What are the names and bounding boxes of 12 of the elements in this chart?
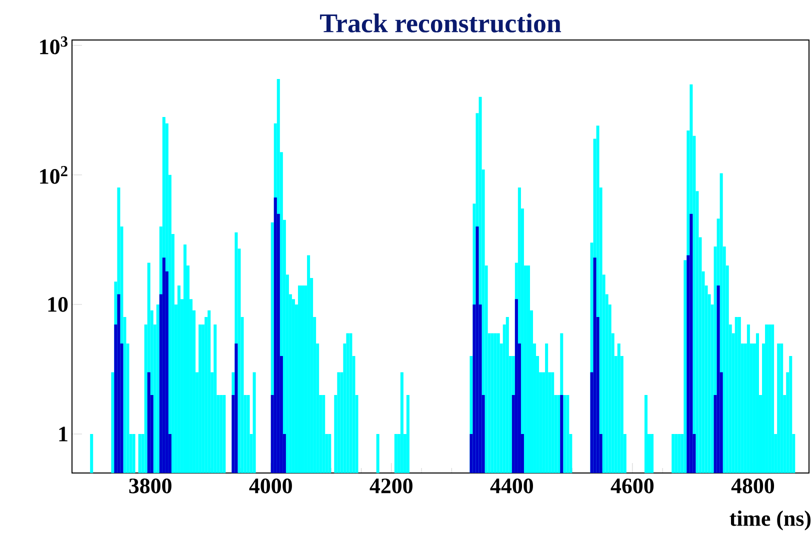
x-tick-label: 4400 xyxy=(490,478,533,494)
chart-title: Track reconstruction xyxy=(320,13,562,32)
x-tick-label: 4200 xyxy=(370,478,412,494)
y-tick-label: 10 xyxy=(48,297,68,312)
y-tick-label: 1 xyxy=(59,426,68,442)
x-axis-title: time (ns) xyxy=(730,510,811,530)
x-tick-label: 4800 xyxy=(731,478,774,494)
y-tick-label: 10$^{3}$ xyxy=(40,36,68,54)
y-tick-label: 10$^{2}$ xyxy=(40,166,68,184)
x-tick-label: 3800 xyxy=(129,478,172,494)
x-tick-label: 4600 xyxy=(610,478,654,494)
x-tick-label: 4000 xyxy=(249,478,292,494)
